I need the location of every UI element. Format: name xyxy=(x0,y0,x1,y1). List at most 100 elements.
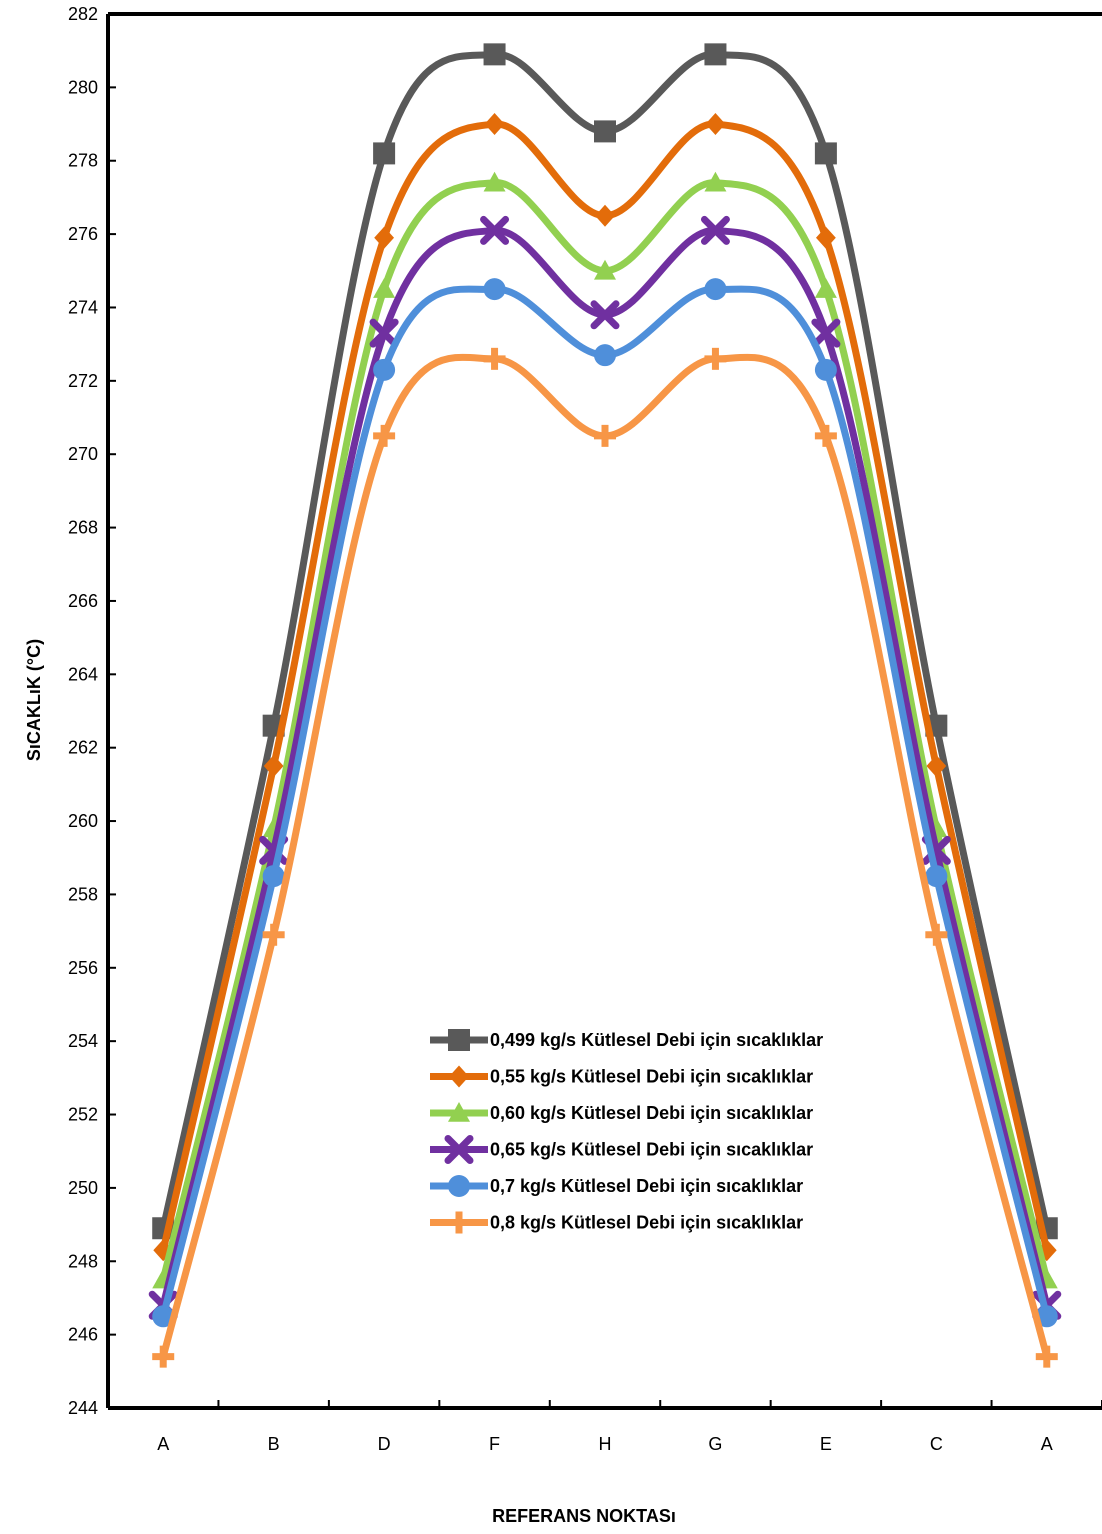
x-tick-label: B xyxy=(268,1434,280,1454)
data-point xyxy=(369,318,399,348)
data-point xyxy=(814,424,837,447)
legend-entry: 0,7 kg/s Kütlesel Debi için sıcaklıklar xyxy=(430,1175,803,1197)
y-tick-label: 248 xyxy=(68,1251,98,1271)
y-tick-label: 270 xyxy=(68,444,98,464)
data-point xyxy=(373,424,396,447)
data-point xyxy=(704,278,727,301)
data-point xyxy=(1035,1305,1058,1328)
axes: 244 246 248 250 252 254 256 258 260 262 264 266 268 2… xyxy=(68,4,1102,1454)
data-point xyxy=(815,226,836,249)
y-tick-label: 274 xyxy=(68,297,98,317)
data-point xyxy=(594,259,616,280)
data-point xyxy=(262,923,285,946)
data-point xyxy=(925,865,948,888)
legend-label: 0,60 kg/s Kütlesel Debi için sıcaklıklar xyxy=(490,1103,813,1123)
data-point xyxy=(814,358,837,381)
x-tick-label: A xyxy=(157,1434,169,1454)
y-tick-label: 276 xyxy=(68,224,98,244)
y-tick-label: 266 xyxy=(68,591,98,611)
data-point xyxy=(263,755,284,778)
data-point xyxy=(704,43,727,66)
y-tick-label: 278 xyxy=(68,151,98,171)
data-point xyxy=(480,215,510,245)
legend-marker xyxy=(448,1211,470,1234)
x-tick-label: C xyxy=(930,1434,943,1454)
data-point xyxy=(262,865,285,888)
data-point xyxy=(595,204,615,227)
x-tick-label: E xyxy=(820,1434,832,1454)
legend-entry: 0,499 kg/s Kütlesel Debi için sıcaklıkla… xyxy=(430,1029,823,1051)
legend: 0,499 kg/s Kütlesel Debi için sıcaklıkla… xyxy=(430,1029,823,1234)
legend-label: 0,7 kg/s Kütlesel Debi için sıcaklıklar xyxy=(490,1176,803,1196)
y-tick-label: 272 xyxy=(68,371,98,391)
y-tick-label: 262 xyxy=(68,738,98,758)
data-point xyxy=(484,113,505,136)
data-point xyxy=(704,171,727,192)
x-tick-label: G xyxy=(708,1434,722,1454)
legend-entry: 0,8 kg/s Kütlesel Debi için sıcaklıklar xyxy=(430,1211,803,1234)
data-point xyxy=(594,344,616,367)
data-point xyxy=(590,300,620,330)
series-lines xyxy=(148,43,1062,1368)
y-tick-label: 282 xyxy=(68,4,98,24)
y-tick-label: 246 xyxy=(68,1325,98,1345)
legend-label: 0,55 kg/s Kütlesel Debi için sıcaklıklar xyxy=(490,1067,813,1087)
y-tick-label: 254 xyxy=(68,1031,98,1051)
data-point xyxy=(373,142,396,165)
data-point xyxy=(594,120,616,143)
legend-marker xyxy=(444,1135,474,1164)
legend-marker xyxy=(448,1175,470,1197)
legend-marker xyxy=(449,1065,469,1088)
legend-marker xyxy=(448,1102,470,1122)
data-point xyxy=(704,347,727,370)
data-point xyxy=(483,171,506,192)
x-axis-title: REFERANS NOKTASı xyxy=(492,1506,676,1526)
data-point xyxy=(925,923,948,946)
data-point xyxy=(152,1305,175,1328)
legend-label: 0,8 kg/s Kütlesel Debi için sıcaklıklar xyxy=(490,1213,803,1233)
data-point xyxy=(814,278,837,298)
data-point xyxy=(705,113,726,136)
y-tick-label: 252 xyxy=(68,1105,98,1125)
series-1 xyxy=(152,43,1058,1240)
legend-entry: 0,65 kg/s Kütlesel Debi için sıcaklıklar xyxy=(430,1135,813,1164)
y-tick-label: 250 xyxy=(68,1178,98,1198)
series-6 xyxy=(152,347,1058,1368)
y-tick-label: 264 xyxy=(68,664,98,684)
data-point xyxy=(926,755,947,778)
data-point xyxy=(373,278,396,298)
y-tick-label: 268 xyxy=(68,518,98,538)
x-tick-label: H xyxy=(599,1434,612,1454)
y-tick-label: 280 xyxy=(68,77,98,97)
data-point xyxy=(814,142,837,165)
y-tick-label: 244 xyxy=(68,1398,98,1418)
data-point xyxy=(483,43,506,66)
legend-marker xyxy=(448,1029,470,1051)
legend-entry: 0,60 kg/s Kütlesel Debi için sıcaklıklar xyxy=(430,1102,813,1123)
data-point xyxy=(1035,1345,1058,1368)
series-5 xyxy=(152,278,1058,1328)
x-tick-label: A xyxy=(1041,1434,1053,1454)
legend-label: 0,65 kg/s Kütlesel Debi için sıcaklıklar xyxy=(490,1140,813,1160)
data-point xyxy=(483,347,506,370)
series-2 xyxy=(153,113,1057,1262)
legend-label: 0,499 kg/s Kütlesel Debi için sıcaklıkla… xyxy=(490,1030,823,1050)
data-point xyxy=(811,318,841,348)
x-tick-label: F xyxy=(489,1434,500,1454)
x-tick-label: D xyxy=(378,1434,391,1454)
legend-entry: 0,55 kg/s Kütlesel Debi için sıcaklıklar xyxy=(430,1065,813,1088)
y-tick-label: 258 xyxy=(68,884,98,904)
data-point xyxy=(373,358,396,381)
data-point xyxy=(374,226,395,249)
y-axis-title: SıCAKLıK (°C) xyxy=(24,639,44,761)
data-point xyxy=(1036,1239,1057,1262)
data-point xyxy=(483,278,506,301)
y-tick-label: 260 xyxy=(68,811,98,831)
data-point xyxy=(152,1345,175,1368)
data-point xyxy=(700,215,730,245)
series-line xyxy=(159,353,1051,1358)
data-point xyxy=(594,424,616,447)
y-tick-label: 256 xyxy=(68,958,98,978)
